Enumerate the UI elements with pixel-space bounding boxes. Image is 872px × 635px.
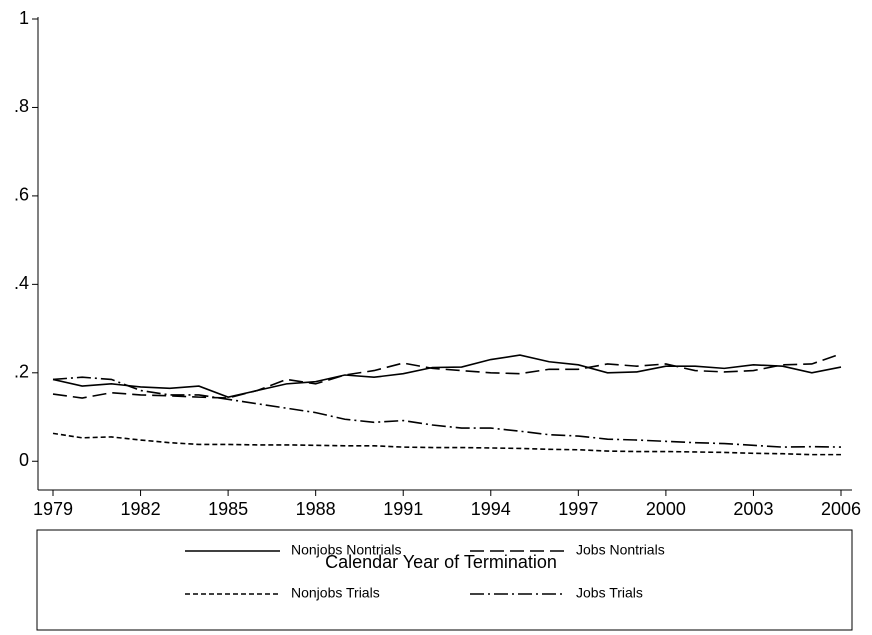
y-tick-label: 1 [19,8,29,28]
x-axis-label: Calendar Year of Termination [325,552,557,572]
x-tick-label: 1979 [33,499,73,519]
x-tick-label: 1991 [383,499,423,519]
x-tick-label: 1985 [208,499,248,519]
y-tick-label: .8 [14,96,29,116]
x-tick-label: 2003 [733,499,773,519]
y-tick-label: .4 [14,273,29,293]
series-line [52,354,842,398]
y-tick-label: .2 [14,362,29,382]
x-tick-label: 1997 [558,499,598,519]
series-line [52,376,842,448]
legend-box [36,529,853,631]
x-tick-label: 1994 [471,499,511,519]
x-tick-label: 2000 [646,499,686,519]
x-tick-label: 2006 [821,499,861,519]
y-tick-label: 0 [19,450,29,470]
legend-label: Nonjobs Trials [291,585,380,601]
y-tick-label: .6 [14,185,29,205]
legend-label: Jobs Nontrials [576,542,665,558]
series-line [52,353,842,399]
x-tick-label: 1988 [296,499,336,519]
series-line [52,432,841,456]
x-tick-label: 1982 [121,499,161,519]
legend-label: Jobs Trials [576,585,643,601]
legend-label: Nonjobs Nontrials [291,542,402,558]
